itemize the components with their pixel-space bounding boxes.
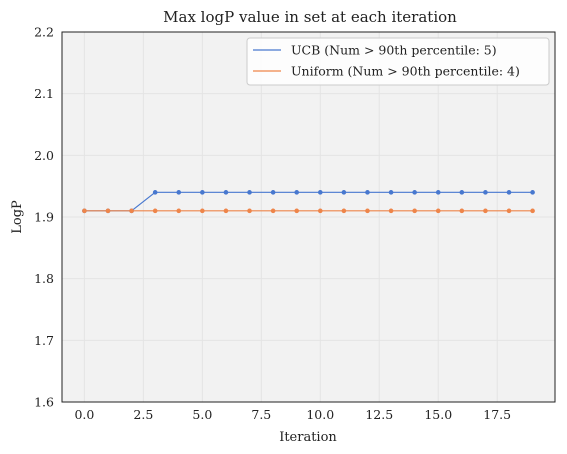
- ucb-point: [200, 190, 205, 195]
- x-tick-label: 15.0: [424, 407, 452, 422]
- uniform-legend-label: Uniform (Num > 90th percentile: 4): [291, 64, 520, 79]
- legend-box: [246, 37, 550, 86]
- uniform-point: [435, 208, 441, 214]
- ucb-point: [483, 190, 488, 195]
- ucb-point: [176, 190, 182, 195]
- uniform-point: [294, 208, 300, 214]
- x-tick-label: 10.0: [306, 407, 334, 422]
- y-tick-label: 2.1: [34, 86, 54, 101]
- y-tick-label: 1.7: [34, 333, 54, 348]
- series-layer: [82, 190, 535, 214]
- ucb-point: [152, 190, 158, 195]
- x-tick-label: 2.5: [133, 407, 153, 422]
- ucb-point: [530, 190, 535, 195]
- y-tick-label: 2.0: [34, 148, 54, 163]
- x-tick-label: 5.0: [192, 407, 212, 422]
- uniform-point: [365, 208, 370, 214]
- uniform-point: [270, 208, 276, 214]
- ucb-point: [459, 190, 465, 195]
- uniform-point: [129, 208, 134, 214]
- plot-frame: [61, 31, 556, 403]
- uniform-point: [341, 208, 347, 214]
- uniform-point: [506, 208, 512, 214]
- uniform-point: [105, 208, 111, 214]
- ucb-series-line: [84, 191, 533, 212]
- uniform-point: [176, 208, 182, 214]
- uniform-point: [530, 208, 535, 214]
- y-axis-label: LogP: [10, 200, 25, 234]
- ucb-point: [317, 190, 323, 195]
- ucb-point: [341, 190, 347, 195]
- y-tick-label: 1.9: [34, 210, 54, 225]
- y-tick-label: 1.6: [34, 395, 54, 410]
- x-axis-ticks: 0.0 2.5 5.0 7.5 10.0 12.5 15.0 17.5: [74, 407, 511, 422]
- y-tick-label: 2.2: [34, 25, 54, 40]
- ucb-point: [294, 190, 300, 195]
- x-tick-label: 0.0: [74, 407, 94, 422]
- uniform-point: [152, 208, 158, 214]
- uniform-point: [459, 208, 465, 214]
- uniform-point: [317, 208, 323, 214]
- ucb-point: [506, 190, 512, 195]
- ucb-legend-label: UCB (Num > 90th percentile: 5): [291, 43, 497, 58]
- uniform-point: [247, 208, 252, 214]
- x-tick-label: 7.5: [251, 407, 271, 422]
- legend: UCB (Num > 90th percentile: 5) Uniform (N…: [246, 37, 550, 86]
- uniform-point: [483, 208, 488, 214]
- ucb-point: [412, 190, 417, 195]
- ucb-point: [247, 190, 252, 195]
- x-tick-label: 17.5: [483, 407, 511, 422]
- uniform-point: [82, 208, 87, 214]
- x-tick-label: 12.5: [365, 407, 393, 422]
- ucb-point: [270, 190, 276, 195]
- y-tick-label: 1.8: [34, 271, 54, 286]
- uniform-point: [200, 208, 205, 214]
- chart-title: Max logP value in set at each iteration: [163, 8, 457, 26]
- uniform-point: [223, 208, 229, 214]
- y-axis-ticks: 1.6 1.7 1.8 1.9 2.0 2.1 2.2: [34, 25, 54, 410]
- ucb-point: [223, 190, 229, 195]
- x-axis-label: Iteration: [279, 430, 337, 445]
- uniform-point: [412, 208, 417, 214]
- ucb-point: [365, 190, 370, 195]
- ucb-point: [388, 190, 394, 195]
- uniform-point: [388, 208, 394, 214]
- ucb-point: [435, 190, 441, 195]
